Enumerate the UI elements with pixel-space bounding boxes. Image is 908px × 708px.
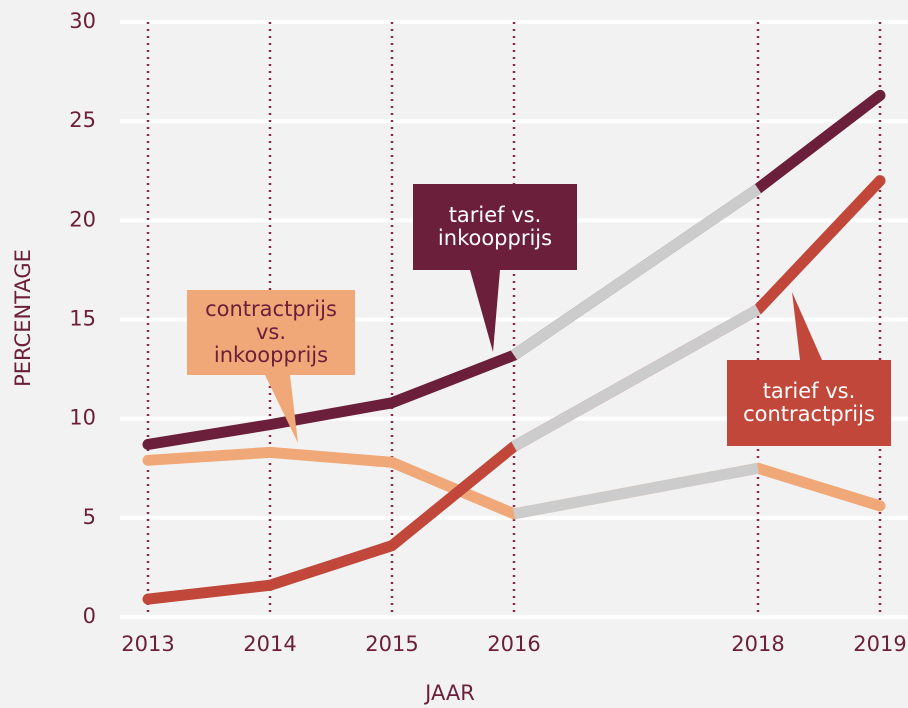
y-tick-label: 15 bbox=[69, 307, 96, 331]
line bbox=[142, 175, 886, 605]
callout-pointer bbox=[470, 270, 500, 352]
x-tick-label: 2015 bbox=[365, 632, 418, 656]
x-tick-label: 2016 bbox=[487, 632, 540, 656]
y-tick-label: 25 bbox=[69, 108, 96, 132]
legend-label: contractprijs vs. inkoopprijs bbox=[187, 290, 355, 375]
x-tick-label: 2013 bbox=[121, 632, 174, 656]
y-axis-label: PERCENTAGE bbox=[11, 249, 35, 387]
legend-label: tarief vs. contractprijs bbox=[727, 360, 891, 446]
legend-label: tarief vs. inkoopprijs bbox=[413, 184, 577, 270]
interpolated-segment bbox=[510, 184, 762, 360]
line bbox=[142, 89, 886, 450]
y-tick-label: 0 bbox=[83, 604, 96, 628]
line bbox=[142, 446, 886, 520]
y-tick-label: 30 bbox=[69, 9, 96, 33]
y-tick-label: 20 bbox=[69, 207, 96, 231]
x-tick-label: 2018 bbox=[731, 632, 784, 656]
legend-text: tarief vs. inkoopprijs bbox=[437, 203, 553, 250]
callout-pointer bbox=[792, 292, 822, 360]
x-tick-label: 2014 bbox=[243, 632, 296, 656]
y-tick-label: 5 bbox=[83, 505, 96, 529]
x-tick-label: 2019 bbox=[853, 632, 906, 656]
interpolated-segment bbox=[511, 304, 761, 452]
interpolated-segment bbox=[512, 462, 760, 520]
y-tick-label: 10 bbox=[69, 406, 96, 430]
legend-text: tarief vs. contractprijs bbox=[743, 379, 875, 426]
callout-pointer bbox=[265, 375, 298, 443]
legend-text: contractprijs vs. inkoopprijs bbox=[205, 297, 337, 367]
x-axis-label: JAAR bbox=[423, 681, 475, 705]
